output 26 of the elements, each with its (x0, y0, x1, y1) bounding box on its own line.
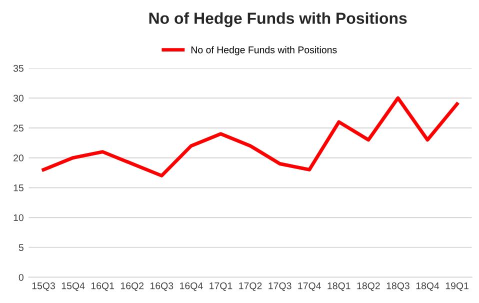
x-tick-label: 18Q1 (328, 282, 350, 291)
x-tick-label: 15Q4 (62, 282, 85, 291)
x-tick-label: 18Q3 (386, 282, 410, 291)
x-tick-label: 16Q1 (91, 282, 114, 291)
legend-label: No of Hedge Funds with Positions (191, 46, 337, 56)
x-tick-label: 17Q4 (298, 282, 321, 291)
y-tick-label: 5 (18, 244, 24, 251)
chart-title: No of Hedge Funds with Positions (149, 12, 407, 28)
y-tick-label: 0 (18, 274, 24, 281)
x-tick-label: 16Q3 (150, 282, 174, 291)
y-tick-label: 20 (14, 154, 24, 162)
x-tick-label: 18Q2 (357, 282, 380, 291)
x-tick-label: 16Q4 (180, 282, 203, 291)
y-tick-label: 15 (14, 184, 24, 192)
y-tick-label: 10 (14, 214, 24, 222)
y-tick-label: 30 (13, 94, 24, 102)
x-tick-label: 19Q1 (446, 282, 468, 291)
x-tick-label: 17Q2 (239, 282, 262, 291)
x-tick-label: 16Q2 (120, 282, 144, 291)
y-tick-label: 25 (14, 124, 24, 132)
x-tick-label: 15Q3 (32, 282, 55, 291)
y-tick-label: 35 (13, 64, 24, 72)
x-tick-label: 18Q4 (416, 282, 440, 291)
line-series (42, 96, 459, 178)
x-tick-label: 17Q3 (268, 282, 292, 291)
x-tick-label: 17Q1 (210, 282, 232, 291)
